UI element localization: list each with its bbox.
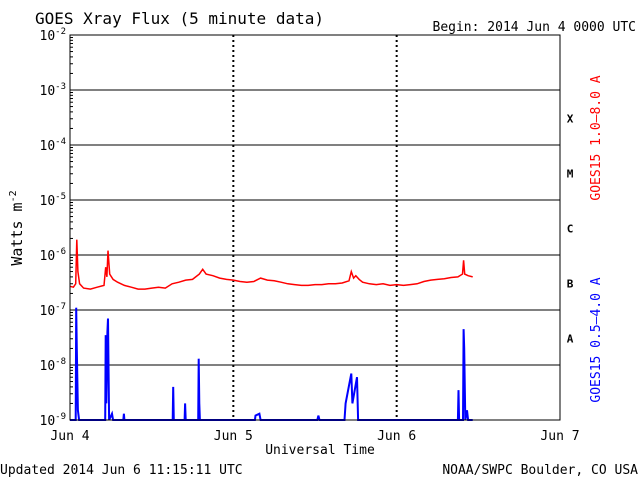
y-tick-label-base: 10 [40, 304, 56, 319]
legend-short-channel: GOES15 0.5–4.0 A [589, 277, 604, 402]
begin-label: Begin: 2014 Jun 4 0000 UTC [433, 20, 637, 35]
y-tick-label: 10-4 [40, 137, 67, 154]
y-tick-label-base: 10 [40, 84, 56, 99]
flare-class-c-label: C [567, 223, 574, 236]
x-tick-label: Jun 6 [377, 429, 416, 444]
credit-label: NOAA/SWPC Boulder, CO USA [442, 463, 638, 478]
y-tick-label-exponent: -4 [55, 137, 66, 147]
chart-title: GOES Xray Flux (5 minute data) [35, 9, 324, 28]
y-tick-label-exponent: -2 [55, 27, 66, 37]
x-tick-label: Jun 4 [50, 429, 89, 444]
series-long-channel-line [69, 239, 473, 290]
legend-long-label: GOES15 1.0–8.0 A [589, 75, 604, 200]
y-tick-labels: 10-210-310-410-510-610-710-810-9 [40, 27, 67, 429]
y-axis-label-exponent: -2 [8, 190, 19, 202]
x-tick-label: Jun 7 [540, 429, 579, 444]
flare-class-labels: X M C B A [567, 113, 574, 346]
y-tick-label: 10-2 [40, 27, 67, 44]
flare-class-m-label: M [567, 168, 574, 181]
flare-class-x-label: X [567, 113, 574, 126]
y-tick-label-base: 10 [40, 249, 56, 264]
y-tick-label: 10-8 [40, 357, 67, 374]
y-tick-label: 10-5 [40, 192, 67, 209]
y-tick-label-exponent: -8 [55, 357, 66, 367]
x-axis-label: Universal Time [265, 443, 375, 458]
flare-class-a-label: A [567, 333, 574, 346]
y-tick-label-exponent: -7 [55, 302, 66, 312]
y-tick-label: 10-3 [40, 82, 67, 99]
y-tick-label: 10-6 [40, 247, 67, 264]
series-layer [69, 239, 473, 421]
legend-long-channel: GOES15 1.0–8.0 A [589, 75, 604, 200]
x-tick-label: Jun 5 [214, 429, 253, 444]
y-tick-label-exponent: -9 [55, 412, 66, 422]
grid [70, 34, 560, 421]
plot-frame [69, 34, 561, 421]
y-tick-label-exponent: -3 [55, 82, 66, 92]
flare-class-b-label: B [567, 278, 574, 291]
y-tick-label-exponent: -5 [55, 192, 66, 202]
y-tick-label-base: 10 [40, 359, 56, 374]
y-tick-label-exponent: -6 [55, 247, 66, 257]
y-tick-label-base: 10 [40, 194, 56, 209]
y-tick-label-base: 10 [40, 29, 56, 44]
legend-short-label: GOES15 0.5–4.0 A [589, 277, 604, 402]
y-tick-label: 10-9 [40, 412, 67, 429]
y-axis-label-base: Watts m [8, 202, 26, 265]
series-short-channel-line [70, 307, 473, 421]
x-tick-labels: Jun 4 Jun 5 Jun 6 Jun 7 [50, 429, 579, 444]
y-axis-label: Watts m-2 [8, 190, 26, 265]
svg-text:Watts m-2: Watts m-2 [8, 190, 26, 265]
y-tick-label: 10-7 [40, 302, 67, 319]
y-tick-label-base: 10 [40, 414, 56, 429]
updated-timestamp: Updated 2014 Jun 6 11:15:11 UTC [0, 463, 243, 478]
y-tick-label-base: 10 [40, 139, 56, 154]
